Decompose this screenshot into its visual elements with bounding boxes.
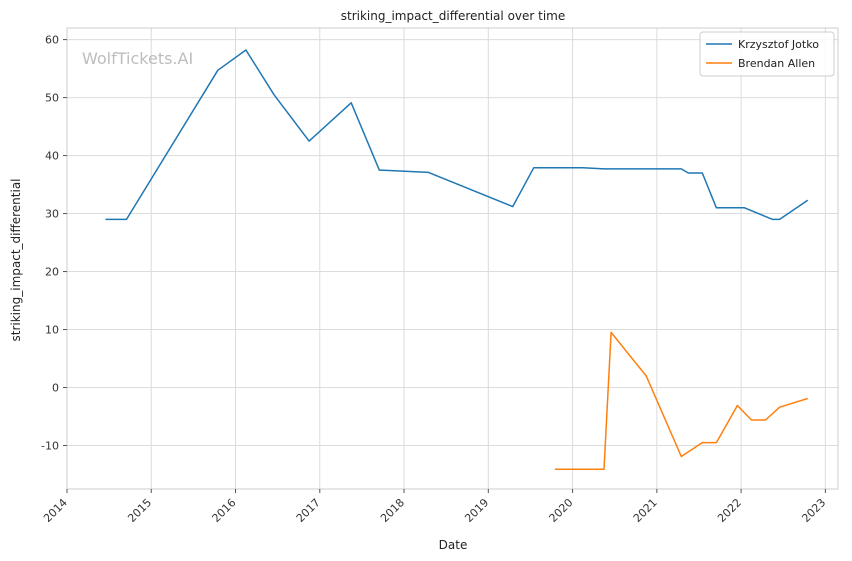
y-tick-label: 40	[45, 150, 59, 163]
series-line-1	[105, 49, 809, 221]
chart-title: striking_impact_differential over time	[341, 9, 566, 23]
legend: Krzysztof Jotko Brendan Allen	[699, 31, 835, 77]
legend-box	[699, 31, 835, 77]
legend-label: Krzysztof Jotko	[738, 38, 819, 51]
watermark: WolfTickets.AI	[82, 49, 193, 68]
y-tick-label: 60	[45, 34, 59, 47]
y-axis-ticks: -10 0 10 20 30 40 50 60	[41, 34, 67, 453]
grid	[66, 28, 838, 489]
y-tick-label: 30	[45, 208, 59, 221]
y-tick-label: 0	[52, 382, 59, 395]
legend-label: Brendan Allen	[738, 57, 815, 70]
y-tick-label: 10	[45, 324, 59, 337]
y-axis-label: striking_impact_differential	[9, 178, 23, 341]
series-lines	[105, 49, 809, 471]
y-tick-label: -10	[41, 440, 59, 453]
plot-area-frame	[66, 27, 839, 490]
x-axis-label: Date	[439, 538, 468, 552]
series-line-2	[554, 331, 808, 471]
y-tick-label: 20	[45, 266, 59, 279]
y-tick-label: 50	[45, 92, 59, 105]
